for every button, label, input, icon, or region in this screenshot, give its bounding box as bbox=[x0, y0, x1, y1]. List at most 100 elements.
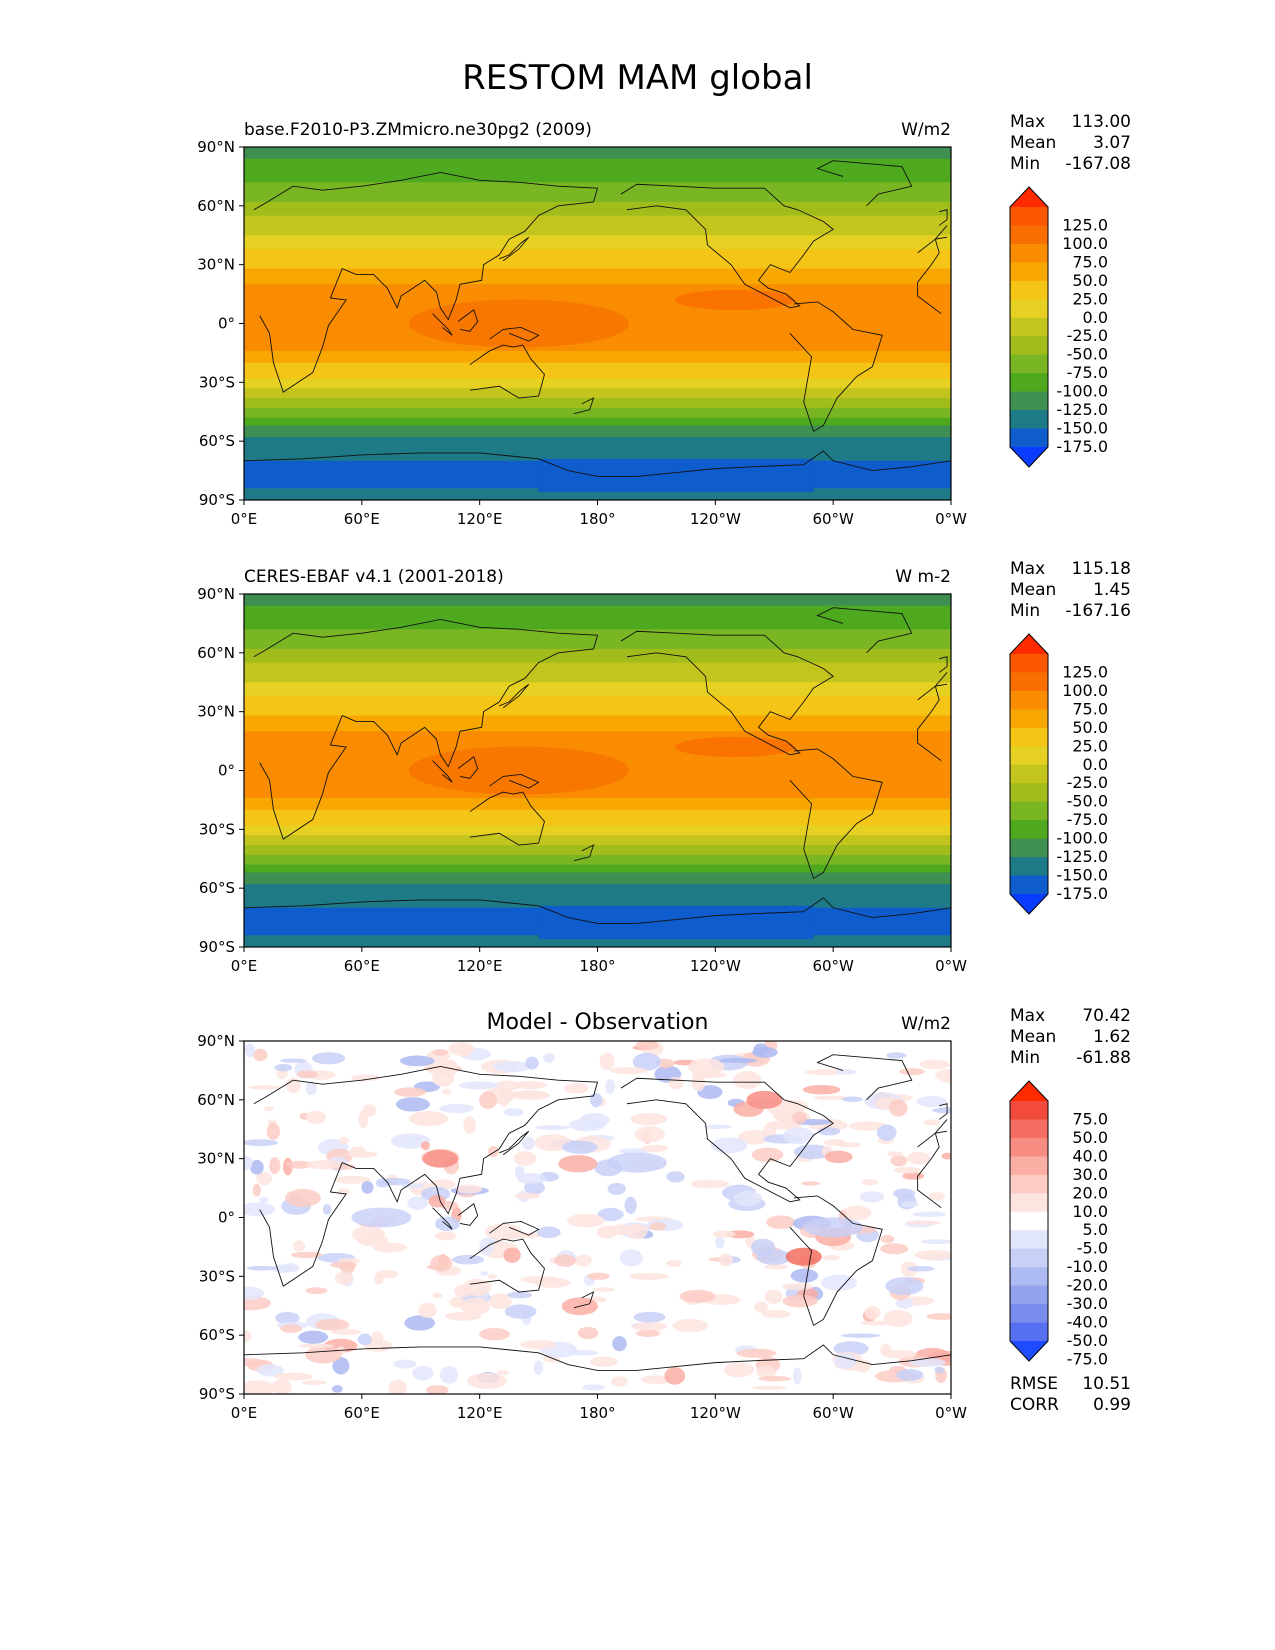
colorbar-label: 25.0 bbox=[1072, 736, 1108, 755]
field-anomaly bbox=[737, 1130, 772, 1145]
field-anomaly bbox=[263, 1106, 275, 1112]
field-anomaly bbox=[454, 1284, 472, 1298]
field-anomaly bbox=[672, 1318, 708, 1333]
coastline bbox=[253, 619, 948, 840]
x-tick-label: 0°W bbox=[935, 1404, 967, 1422]
colorbar-extend-min bbox=[1010, 1341, 1048, 1361]
field-anomaly bbox=[432, 1049, 449, 1056]
field-anomaly bbox=[442, 1088, 452, 1095]
field-anomaly bbox=[256, 1171, 272, 1186]
coastline bbox=[620, 183, 834, 309]
field-anomaly bbox=[498, 1089, 511, 1107]
field-anomaly bbox=[752, 1385, 787, 1390]
field-anomaly bbox=[244, 1043, 255, 1058]
colorbar-label: -175.0 bbox=[1056, 437, 1108, 456]
field-anomaly bbox=[350, 1074, 380, 1082]
field-anomaly bbox=[305, 1081, 317, 1096]
colorbar-segment bbox=[1010, 428, 1048, 448]
field-anomaly bbox=[480, 1271, 489, 1276]
field-anomaly bbox=[691, 1073, 706, 1092]
colorbar-segment bbox=[1010, 690, 1048, 710]
field-band bbox=[244, 695, 951, 717]
colorbar-segment bbox=[1010, 373, 1048, 393]
field-anomaly bbox=[892, 1188, 916, 1199]
colorbar-label: -100.0 bbox=[1056, 829, 1108, 848]
field-anomaly bbox=[404, 1315, 435, 1331]
field-anomaly bbox=[697, 1085, 723, 1099]
colorbar-segment bbox=[1010, 1248, 1048, 1268]
field-anomaly bbox=[503, 1247, 521, 1263]
field-anomaly bbox=[305, 1110, 327, 1125]
field-anomaly bbox=[290, 1251, 323, 1259]
field-anomaly bbox=[886, 1052, 907, 1059]
panel-title: Model - Observation bbox=[487, 1010, 709, 1035]
field-anomaly bbox=[335, 1271, 353, 1286]
field-anomaly bbox=[899, 1068, 925, 1076]
field-anomaly bbox=[668, 1076, 684, 1090]
field-anomaly bbox=[630, 1113, 668, 1126]
field-anomaly bbox=[496, 1370, 510, 1376]
field-anomaly bbox=[516, 1173, 547, 1185]
colorbar-extend-min bbox=[1010, 447, 1048, 467]
field-anomaly bbox=[754, 1301, 768, 1313]
y-tick-label: 90°N bbox=[197, 138, 235, 156]
field-anomaly bbox=[315, 1318, 350, 1331]
field-anomaly bbox=[575, 1254, 592, 1267]
field-band bbox=[244, 158, 951, 183]
stat-label: Min bbox=[1010, 601, 1040, 621]
field-anomaly bbox=[887, 1151, 903, 1157]
field-anomaly bbox=[331, 1385, 343, 1393]
field-anomaly bbox=[401, 1182, 424, 1189]
stat-value: 1.62 bbox=[1093, 1027, 1131, 1047]
field-anomaly bbox=[890, 1155, 908, 1167]
coastline bbox=[457, 756, 479, 779]
field-anomaly bbox=[514, 1192, 541, 1199]
field-anomaly bbox=[901, 1201, 919, 1208]
coastline bbox=[938, 656, 948, 673]
field-anomaly bbox=[641, 1144, 669, 1153]
field-anomaly bbox=[506, 1291, 533, 1299]
stat-label: RMSE bbox=[1010, 1374, 1058, 1394]
field-band bbox=[244, 864, 951, 873]
stat-value: 1.45 bbox=[1093, 580, 1131, 600]
field-anomaly bbox=[439, 1366, 459, 1384]
field-anomaly bbox=[666, 1259, 682, 1268]
field-band bbox=[244, 201, 951, 217]
field-band bbox=[244, 605, 951, 630]
field-anomaly bbox=[283, 1157, 293, 1176]
field-anomaly bbox=[244, 1330, 252, 1342]
coastline bbox=[489, 326, 540, 342]
colorbar-segment bbox=[1010, 317, 1048, 337]
field-anomaly bbox=[487, 1273, 497, 1280]
field-band bbox=[244, 417, 951, 426]
field-anomaly bbox=[503, 1108, 524, 1117]
field-band bbox=[244, 662, 951, 683]
field-anomaly bbox=[380, 1177, 411, 1186]
colorbar-label: 0.0 bbox=[1083, 308, 1108, 327]
field-band bbox=[244, 715, 951, 732]
colorbar-segment bbox=[1010, 225, 1048, 245]
field-anomaly bbox=[393, 1359, 417, 1369]
field-anomaly bbox=[271, 1379, 292, 1394]
colorbar-label: -75.0 bbox=[1067, 810, 1108, 829]
field-anomaly bbox=[388, 1379, 407, 1394]
field-hotspot bbox=[422, 1149, 459, 1168]
field-anomaly bbox=[885, 1277, 924, 1295]
field-anomaly bbox=[421, 1141, 430, 1151]
field-band bbox=[244, 235, 951, 250]
stat-value: 70.42 bbox=[1082, 1006, 1131, 1026]
colorbar-label: -125.0 bbox=[1056, 400, 1108, 419]
field-band bbox=[244, 872, 951, 885]
field-anomaly bbox=[306, 1160, 342, 1170]
field-anomaly bbox=[625, 1223, 648, 1240]
x-tick-label: 0°W bbox=[935, 510, 967, 528]
colorbar-segment bbox=[1010, 1137, 1048, 1157]
coastline bbox=[573, 397, 595, 415]
field-anomaly bbox=[460, 1297, 491, 1315]
colorbar-segment bbox=[1010, 1322, 1048, 1342]
stat-label: Mean bbox=[1010, 133, 1056, 153]
field-anomaly bbox=[931, 1107, 951, 1114]
coastline bbox=[469, 344, 545, 399]
field-anomaly bbox=[859, 1191, 885, 1203]
field-anomaly bbox=[782, 1127, 815, 1145]
